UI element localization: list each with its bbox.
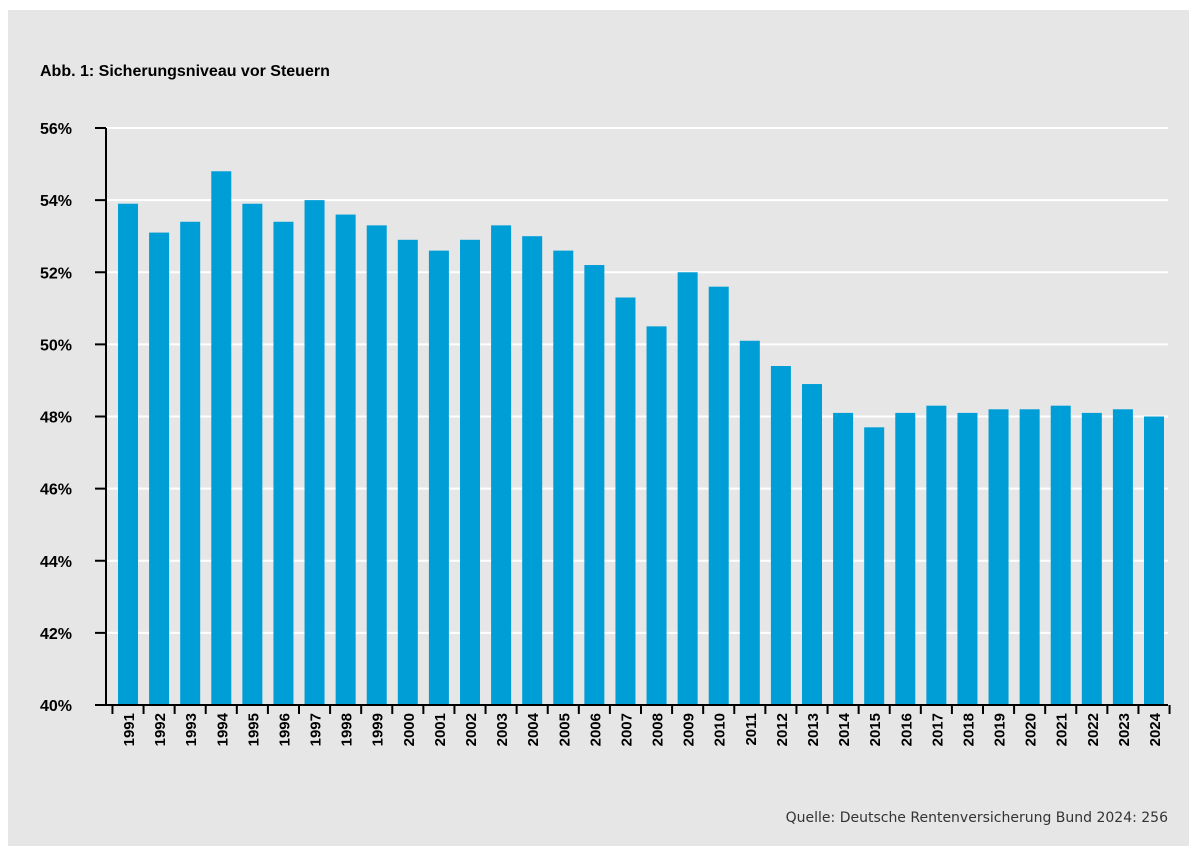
x-tick-label: 2020 <box>1023 713 1040 746</box>
bar-2011 <box>739 340 760 705</box>
x-tick-label: 1998 <box>339 713 356 746</box>
bars <box>118 171 1164 706</box>
bar-2015 <box>864 427 885 705</box>
x-tick-label: 1995 <box>245 713 262 746</box>
bar-2016 <box>895 412 916 705</box>
y-tick-label: 56% <box>40 121 72 138</box>
bar-2010 <box>708 286 729 705</box>
x-tick-label: 1991 <box>121 713 138 746</box>
bar-2003 <box>491 225 512 705</box>
x-tick-label: 2011 <box>743 713 760 746</box>
y-tick-label: 44% <box>40 554 72 571</box>
bar-2007 <box>615 297 636 705</box>
x-tick-label: 2000 <box>401 713 418 746</box>
bar-2013 <box>802 384 822 705</box>
x-tick-label: 2010 <box>712 713 729 746</box>
x-tick-label: 2002 <box>463 713 480 746</box>
bar-2018 <box>957 412 978 705</box>
bar-2004 <box>522 236 543 705</box>
x-tick-label: 2005 <box>556 713 573 746</box>
y-tick-label: 52% <box>40 265 72 282</box>
bar-2019 <box>988 409 1009 705</box>
x-tick-label: 2012 <box>774 713 791 746</box>
bar-2008 <box>646 326 667 705</box>
bar-2001 <box>428 250 449 706</box>
x-tick-label: 2007 <box>618 713 635 746</box>
x-tick-label: 2016 <box>898 713 915 746</box>
bar-1993 <box>180 221 201 705</box>
x-tick-label: 2018 <box>960 713 977 746</box>
bar-2005 <box>553 250 574 706</box>
bar-2023 <box>1112 409 1133 705</box>
gridlines <box>106 127 1168 634</box>
x-tick-label: 2008 <box>650 713 667 746</box>
bar-2009 <box>677 272 698 705</box>
bar-1996 <box>273 221 294 705</box>
x-tick-label: 1994 <box>214 712 231 746</box>
x-tick-label: 1996 <box>276 713 293 746</box>
x-tick-label: 1999 <box>370 713 387 746</box>
x-tick-label: 2013 <box>805 713 822 746</box>
bar-2022 <box>1081 412 1102 705</box>
bar-2006 <box>584 265 605 705</box>
y-tick-label: 54% <box>40 193 72 210</box>
bar-1997 <box>304 200 325 705</box>
x-tick-label: 2023 <box>1116 713 1133 746</box>
bar-1991 <box>118 203 138 705</box>
tick-labels: 40% 42% 44% 46% 48% 50% 52% 54% 56% 1991 1992 1993 1… <box>40 121 1164 746</box>
y-tick-label: 46% <box>40 482 72 499</box>
x-tick-label: 2019 <box>992 713 1009 746</box>
bar-2020 <box>1019 409 1040 705</box>
bar-2000 <box>397 239 418 705</box>
x-tick-label: 2004 <box>525 712 542 746</box>
x-tick-label: 2015 <box>867 713 884 746</box>
bar-1994 <box>211 171 232 705</box>
bar-2002 <box>460 239 480 705</box>
bar-1995 <box>242 203 263 705</box>
x-tick-label: 1997 <box>308 713 325 746</box>
bar-2014 <box>833 412 854 705</box>
y-tick-label: 40% <box>40 698 72 715</box>
bar-1999 <box>366 225 387 705</box>
chart-title: Abb. 1: Sicherungsniveau vor Steuern <box>40 63 330 80</box>
y-tick-label: 48% <box>40 410 72 427</box>
x-tick-label: 1993 <box>183 713 200 746</box>
y-tick-label: 42% <box>40 626 72 643</box>
x-tick-label: 2014 <box>836 712 853 746</box>
x-tick-label: 2009 <box>681 713 698 746</box>
x-tick-label: 1992 <box>152 713 169 746</box>
source-note: Quelle: Deutsche Rentenversicherung Bund… <box>785 810 1168 826</box>
bar-2012 <box>770 366 791 705</box>
x-tick-label: 2024 <box>1147 712 1164 746</box>
x-tick-label: 2022 <box>1085 713 1102 746</box>
bar-2017 <box>926 405 947 705</box>
y-tick-label: 50% <box>40 337 72 354</box>
axes <box>95 127 1171 714</box>
bar-1998 <box>335 214 356 706</box>
bar-1992 <box>149 232 170 706</box>
x-tick-label: 2003 <box>494 713 511 746</box>
x-tick-label: 2021 <box>1054 713 1071 746</box>
x-tick-label: 2006 <box>587 713 604 746</box>
x-tick-label: 2001 <box>432 713 449 746</box>
bar-2021 <box>1050 405 1071 705</box>
bar-2024 <box>1144 416 1164 705</box>
x-tick-label: 2017 <box>929 713 946 746</box>
